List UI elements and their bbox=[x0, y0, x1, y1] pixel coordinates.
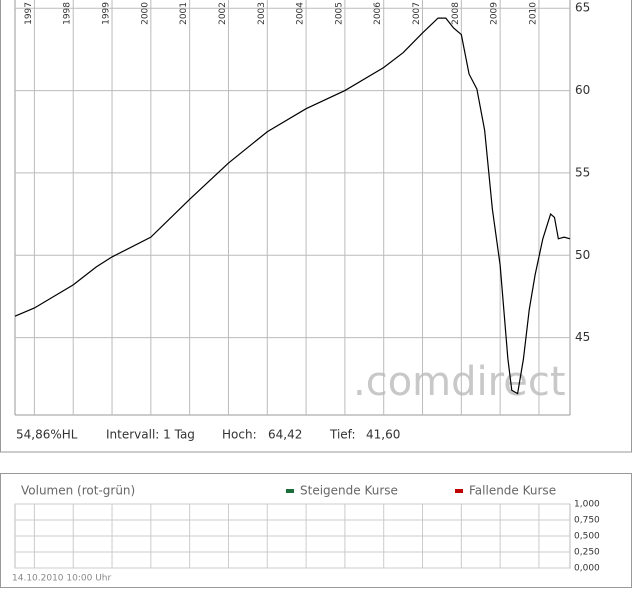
x-tick-label: 1998 bbox=[63, 2, 73, 25]
x-tick-label: 2003 bbox=[257, 2, 267, 25]
y-tick-label: 65 bbox=[575, 1, 590, 15]
x-tick-label: 2004 bbox=[296, 2, 306, 25]
y-tick-label: 55 bbox=[575, 165, 590, 179]
x-tick-label: 1997 bbox=[24, 2, 34, 25]
footer: 14.10.2010 10:00 Uhr bbox=[12, 574, 111, 584]
x-tick-label: 2006 bbox=[373, 2, 383, 25]
info-text: Hoch: bbox=[222, 428, 257, 442]
y-tick-label: 45 bbox=[575, 330, 590, 344]
x-tick-label: 2008 bbox=[451, 2, 461, 25]
x-tick-label: 2002 bbox=[218, 2, 228, 25]
x-tick-label: 2005 bbox=[334, 2, 344, 25]
x-tick-label: 2001 bbox=[179, 2, 189, 25]
y-tick-label: 50 bbox=[575, 248, 590, 262]
x-tick-label: 1999 bbox=[102, 2, 112, 25]
info-text: Tief: bbox=[329, 428, 356, 442]
x-tick-label: 2009 bbox=[490, 2, 500, 25]
legend-swatch bbox=[286, 489, 294, 493]
x-tick-label: 2010 bbox=[528, 2, 538, 25]
info-text: 54,86%HL bbox=[16, 428, 78, 442]
watermark: .comdirect bbox=[353, 359, 566, 405]
info-text: Intervall: 1 Tag bbox=[106, 428, 195, 442]
volume-title: Volumen (rot-grün) bbox=[21, 484, 135, 498]
info-text: 41,60 bbox=[366, 428, 400, 442]
y-tick-label: 0,750 bbox=[574, 516, 600, 526]
x-tick-label: 2007 bbox=[412, 2, 422, 25]
y-tick-label: 0,250 bbox=[574, 548, 600, 558]
price-line bbox=[14, 17, 571, 395]
y-tick-label: 1,000 bbox=[574, 500, 600, 510]
y-tick-label: 60 bbox=[575, 83, 590, 97]
y-tick-label: 0,500 bbox=[574, 532, 600, 542]
legend-label: Fallende Kurse bbox=[469, 484, 556, 498]
legend-swatch bbox=[455, 489, 463, 493]
info-text: 64,42 bbox=[268, 428, 302, 442]
x-tick-label: 2000 bbox=[140, 2, 150, 25]
legend-label: Steigende Kurse bbox=[300, 484, 398, 498]
y-tick-label: 0,000 bbox=[574, 564, 600, 574]
